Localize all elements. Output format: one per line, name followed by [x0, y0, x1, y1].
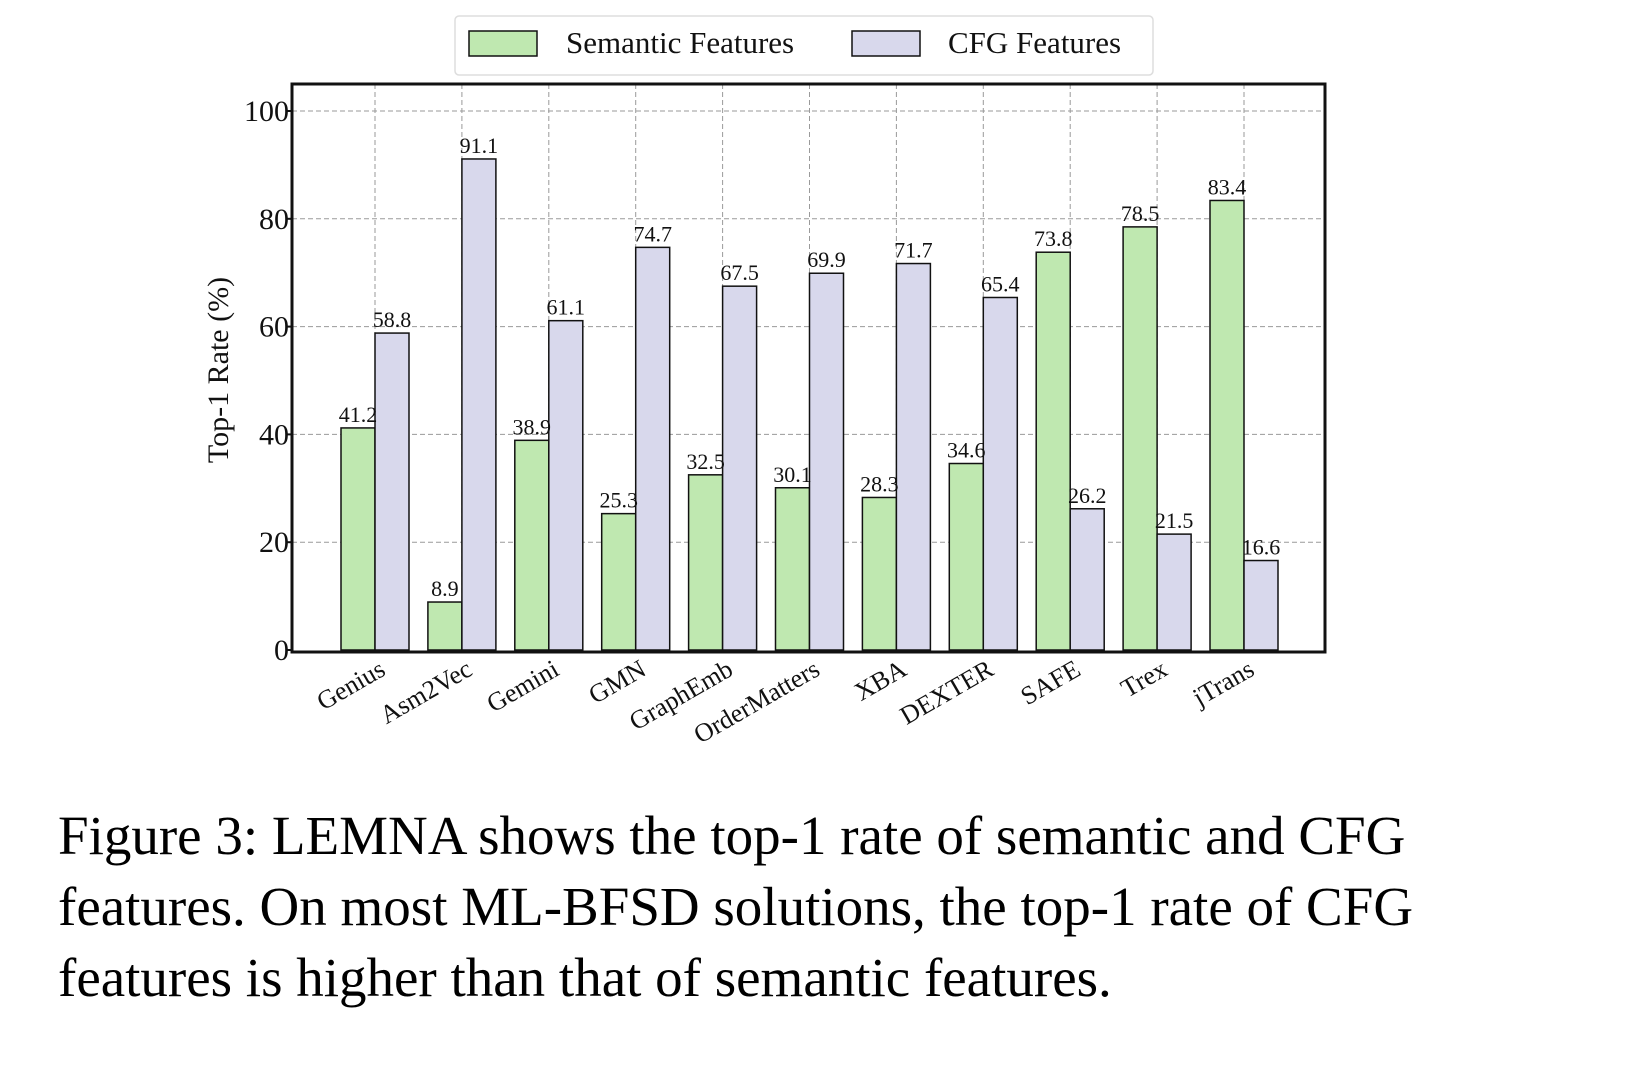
semantic-value-label-asm2vec: 8.9 — [431, 576, 459, 601]
y-tick-label: 20 — [259, 526, 289, 559]
cfg-value-label-dexter: 65.4 — [981, 271, 1020, 296]
legend-label-semantic-features: Semantic Features — [566, 25, 794, 60]
cfg-value-label-gemini: 61.1 — [547, 295, 586, 320]
cfg-value-label-gmn: 74.7 — [633, 221, 672, 246]
semantic-bar-ordermatters — [774, 487, 811, 651]
x-tick-label-dexter: DEXTER — [895, 654, 999, 731]
x-tick-label-trex: Trex — [1116, 654, 1172, 703]
cfg-value-label-asm2vec: 91.1 — [460, 133, 499, 158]
x-tick-label-jtrans: jTrans — [1187, 654, 1259, 712]
y-tick-label: 60 — [259, 311, 289, 344]
legend-swatch-cfg-features — [851, 30, 921, 57]
y-tick-label: 100 — [244, 95, 289, 128]
cfg-bar-asm2vec — [461, 158, 497, 651]
legend: Semantic Features CFG Features — [454, 15, 1154, 76]
cfg-bar-gemini — [548, 319, 584, 651]
semantic-value-label-safe: 73.8 — [1034, 226, 1073, 251]
semantic-value-label-gmn: 25.3 — [599, 488, 638, 513]
semantic-bar-gemini — [514, 439, 550, 651]
semantic-bar-dexter — [948, 462, 985, 651]
cfg-value-label-safe: 26.2 — [1068, 483, 1107, 508]
semantic-bar-xba — [861, 496, 898, 651]
bar-value-labels: 41.2 8.9 38.9 25.3 32.5 30.1 28.3 34.6 73.8 78.5 8… — [339, 133, 1281, 601]
cfg-value-label-graphemb: 67.5 — [720, 260, 759, 285]
semantic-bar-trex — [1122, 226, 1158, 651]
cfg-bar-gmn — [634, 246, 671, 651]
cfg-value-label-genius: 58.8 — [373, 307, 412, 332]
y-tick-label: 0 — [274, 634, 289, 667]
bars — [340, 158, 1279, 651]
semantic-bar-graphemb — [687, 474, 724, 651]
cfg-bar-jtrans — [1243, 559, 1279, 651]
cfg-bar-trex — [1156, 533, 1192, 651]
semantic-value-label-dexter: 34.6 — [947, 438, 986, 463]
y-tick-label: 80 — [259, 203, 289, 236]
cfg-bar-safe — [1069, 508, 1105, 651]
plot-frame — [290, 82, 1327, 654]
semantic-bar-safe — [1035, 251, 1071, 651]
semantic-value-label-graphemb: 32.5 — [686, 449, 725, 474]
cfg-bar-graphemb — [721, 285, 758, 651]
semantic-value-label-jtrans: 83.4 — [1208, 174, 1247, 199]
semantic-value-label-trex: 78.5 — [1121, 201, 1160, 226]
cfg-bar-dexter — [982, 296, 1019, 651]
x-tick-label-gemini: Gemini — [482, 654, 564, 718]
cfg-value-label-trex: 21.5 — [1155, 508, 1194, 533]
y-axis: 0 20 40 60 80 100 — [244, 95, 292, 667]
figure-caption: Figure 3: LEMNA shows the top-1 rate of … — [58, 805, 1414, 1008]
legend-label-cfg-features: CFG Features — [948, 25, 1121, 60]
cfg-bar-xba — [895, 262, 932, 651]
cfg-value-label-xba: 71.7 — [894, 238, 933, 263]
semantic-value-label-genius: 41.2 — [339, 402, 378, 427]
cfg-value-label-jtrans: 16.6 — [1242, 535, 1281, 560]
semantic-value-label-ordermatters: 30.1 — [773, 462, 812, 487]
semantic-bar-asm2vec — [427, 601, 463, 651]
y-axis-label: Top-1 Rate (%) — [202, 277, 235, 463]
semantic-bar-genius — [340, 427, 376, 651]
semantic-value-label-xba: 28.3 — [860, 471, 899, 496]
y-tick-label: 40 — [259, 418, 289, 451]
legend-swatch-semantic-features — [468, 30, 538, 57]
semantic-value-label-gemini: 38.9 — [513, 414, 552, 439]
legend-box — [454, 15, 1154, 76]
semantic-bar-jtrans — [1209, 199, 1245, 651]
x-tick-label-asm2vec: Asm2Vec — [375, 654, 477, 730]
cfg-value-label-ordermatters: 69.9 — [807, 247, 846, 272]
cfg-bar-genius — [374, 332, 410, 651]
x-tick-label-xba: XBA — [849, 654, 911, 707]
bar-chart: 41.2 8.9 38.9 25.3 32.5 30.1 28.3 34.6 73.8 78.5 8… — [202, 15, 1327, 749]
cfg-bar-ordermatters — [808, 272, 845, 651]
semantic-bar-gmn — [600, 512, 637, 651]
x-tick-label-safe: SAFE — [1016, 654, 1086, 711]
